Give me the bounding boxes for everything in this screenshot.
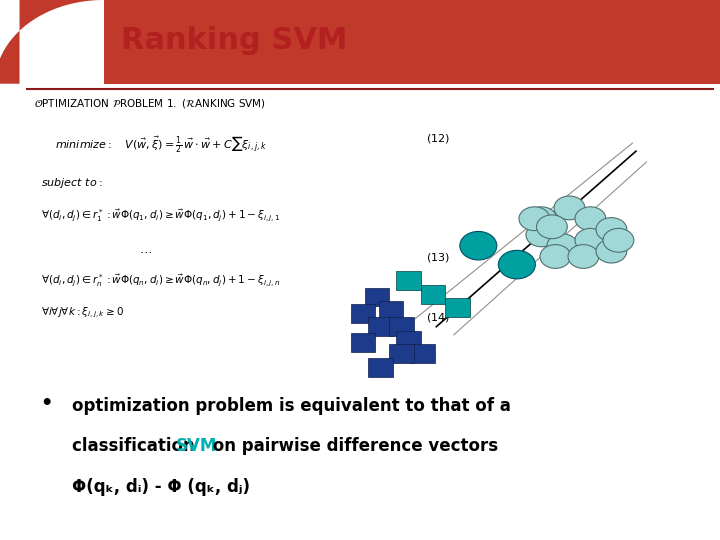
Bar [396,271,420,291]
Text: $(13)$: $(13)$ [426,251,450,264]
Circle shape [547,234,578,258]
Text: classification: classification [72,437,201,455]
Text: $\ldots$: $\ldots$ [139,243,152,256]
Bar [389,345,413,363]
Bar [410,345,435,363]
Polygon shape [0,0,104,84]
Text: $(14)$: $(14)$ [426,310,450,323]
Bar [368,357,392,377]
Text: $\mathit{subject\ to:}$: $\mathit{subject\ to:}$ [40,176,102,190]
Circle shape [603,228,634,252]
Circle shape [554,196,585,220]
Bar [420,285,445,303]
Text: Φ(qₖ, dᵢ) - Φ (qₖ, dⱼ): Φ(qₖ, dᵢ) - Φ (qₖ, dⱼ) [72,478,250,496]
Circle shape [568,245,599,268]
Text: Ranking SVM: Ranking SVM [121,26,348,55]
Text: SVM: SVM [176,437,217,455]
Text: optimization problem is equivalent to that of a: optimization problem is equivalent to th… [72,397,511,415]
Text: •: • [40,394,53,413]
Circle shape [575,207,606,231]
Text: $\forall i \forall j \forall k: \xi_{i,j,k} \geq 0$: $\forall i \forall j \forall k: \xi_{i,j… [40,305,124,320]
Circle shape [460,232,497,260]
Circle shape [540,245,571,268]
Circle shape [498,251,536,279]
Text: $\mathcal{O}\mathrm{PTIMIZATION}\ \mathcal{P}\mathrm{ROBLEM}\ 1.\ (\mathcal{R}\m: $\mathcal{O}\mathrm{PTIMIZATION}\ \mathc… [34,97,266,110]
Bar [389,318,413,336]
Circle shape [575,228,606,252]
Bar [351,334,375,353]
Circle shape [519,207,550,231]
Circle shape [596,218,627,241]
Text: $(12)$: $(12)$ [426,132,450,145]
Circle shape [536,215,567,239]
Bar [368,318,392,336]
Text: $\mathit{minimize:}\quad V(\vec{w},\vec{\xi}) = \frac{1}{2}\,\vec{w}\cdot\vec{w}: $\mathit{minimize:}\quad V(\vec{w},\vec{… [55,135,266,155]
Bar [379,301,403,320]
Bar [364,287,389,306]
Circle shape [526,223,557,247]
Polygon shape [104,0,720,84]
Text: on pairwise difference vectors: on pairwise difference vectors [207,437,498,455]
Bar [351,303,375,322]
Text: $\forall(d_i, d_j) \in r_n^*: \vec{w}\Phi(q_n, d_i) \geq \vec{w}\Phi(q_n, d_j) +: $\forall(d_i, d_j) \in r_n^*: \vec{w}\Ph… [40,273,280,289]
Text: $\forall(d_i, d_j) \in r_1^*: \vec{w}\Phi(q_1, d_i) \geq \vec{w}\Phi(q_1, d_j) +: $\forall(d_i, d_j) \in r_1^*: \vec{w}\Ph… [40,208,280,225]
Circle shape [526,207,557,231]
Circle shape [596,239,627,263]
Bar [396,330,420,350]
Bar [445,298,469,317]
